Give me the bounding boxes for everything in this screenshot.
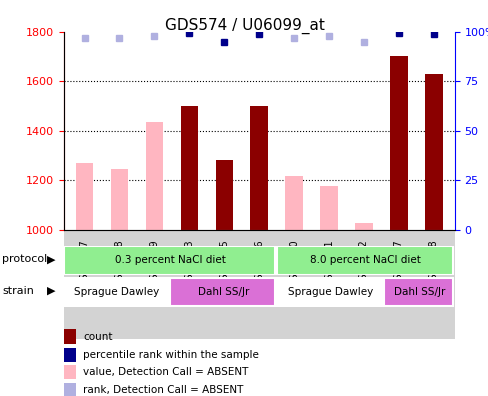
FancyBboxPatch shape: [170, 278, 275, 307]
Bar: [63, 329, 76, 344]
Text: protocol: protocol: [2, 254, 48, 265]
Text: Dahl SS/Jr: Dahl SS/Jr: [393, 287, 444, 297]
Bar: [63, 230, 454, 339]
Text: ▶: ▶: [47, 286, 56, 296]
Bar: [354, 223, 372, 230]
Bar: [63, 383, 76, 396]
Bar: [145, 122, 163, 230]
Bar: [424, 74, 442, 230]
Bar: [215, 160, 232, 230]
Bar: [110, 169, 128, 230]
Bar: [180, 106, 198, 230]
Text: GDS574 / U06099_at: GDS574 / U06099_at: [164, 18, 324, 34]
FancyBboxPatch shape: [63, 278, 168, 307]
Bar: [63, 348, 76, 362]
Text: percentile rank within the sample: percentile rank within the sample: [83, 350, 259, 360]
Text: Dahl SS/Jr: Dahl SS/Jr: [198, 287, 249, 297]
Text: 0.3 percent NaCl diet: 0.3 percent NaCl diet: [115, 255, 225, 265]
Text: ▶: ▶: [47, 254, 56, 265]
Bar: [63, 365, 76, 379]
Bar: [389, 56, 407, 230]
Bar: [250, 106, 267, 230]
Text: rank, Detection Call = ABSENT: rank, Detection Call = ABSENT: [83, 385, 243, 395]
Text: strain: strain: [2, 286, 34, 296]
Bar: [320, 187, 337, 230]
Text: 8.0 percent NaCl diet: 8.0 percent NaCl diet: [310, 255, 421, 265]
Text: Sprague Dawley: Sprague Dawley: [74, 287, 159, 297]
Text: count: count: [83, 331, 112, 342]
FancyBboxPatch shape: [276, 246, 452, 275]
Text: value, Detection Call = ABSENT: value, Detection Call = ABSENT: [83, 367, 248, 377]
Bar: [76, 163, 93, 230]
FancyBboxPatch shape: [276, 278, 381, 307]
FancyBboxPatch shape: [63, 246, 275, 275]
Bar: [285, 177, 302, 230]
Text: Sprague Dawley: Sprague Dawley: [287, 287, 372, 297]
FancyBboxPatch shape: [383, 278, 452, 307]
